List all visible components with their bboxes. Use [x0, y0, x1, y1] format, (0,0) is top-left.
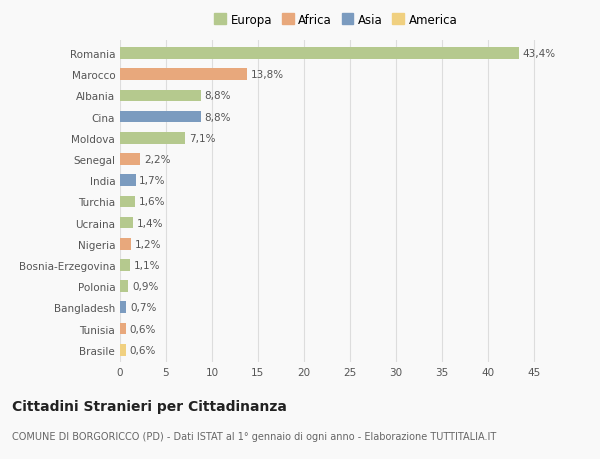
Bar [120, 69, 247, 81]
Text: 8,8%: 8,8% [205, 112, 231, 123]
Text: Cittadini Stranieri per Cittadinanza: Cittadini Stranieri per Cittadinanza [12, 399, 287, 413]
Bar [120, 175, 136, 187]
Bar [120, 112, 201, 123]
Text: 13,8%: 13,8% [251, 70, 284, 80]
Bar [120, 217, 133, 229]
Bar [120, 281, 128, 292]
Bar [120, 133, 185, 145]
Text: 1,2%: 1,2% [135, 239, 161, 249]
Bar [120, 154, 140, 166]
Text: COMUNE DI BORGORICCO (PD) - Dati ISTAT al 1° gennaio di ogni anno - Elaborazione: COMUNE DI BORGORICCO (PD) - Dati ISTAT a… [12, 431, 496, 442]
Text: 0,9%: 0,9% [132, 281, 158, 291]
Text: 2,2%: 2,2% [144, 155, 170, 165]
Text: 1,1%: 1,1% [134, 260, 160, 270]
Text: 7,1%: 7,1% [189, 134, 215, 144]
Bar [120, 323, 125, 335]
Text: 1,4%: 1,4% [137, 218, 163, 228]
Text: 1,7%: 1,7% [139, 176, 166, 186]
Text: 0,6%: 0,6% [129, 324, 155, 334]
Bar [120, 259, 130, 271]
Bar [120, 344, 125, 356]
Bar [120, 90, 201, 102]
Text: 0,6%: 0,6% [129, 345, 155, 355]
Bar [120, 196, 135, 208]
Text: 8,8%: 8,8% [205, 91, 231, 101]
Bar [120, 302, 127, 313]
Legend: Europa, Africa, Asia, America: Europa, Africa, Asia, America [212, 11, 460, 29]
Bar [120, 238, 131, 250]
Text: 1,6%: 1,6% [139, 197, 165, 207]
Text: 0,7%: 0,7% [130, 302, 157, 313]
Text: 43,4%: 43,4% [523, 49, 556, 59]
Bar [120, 48, 519, 60]
